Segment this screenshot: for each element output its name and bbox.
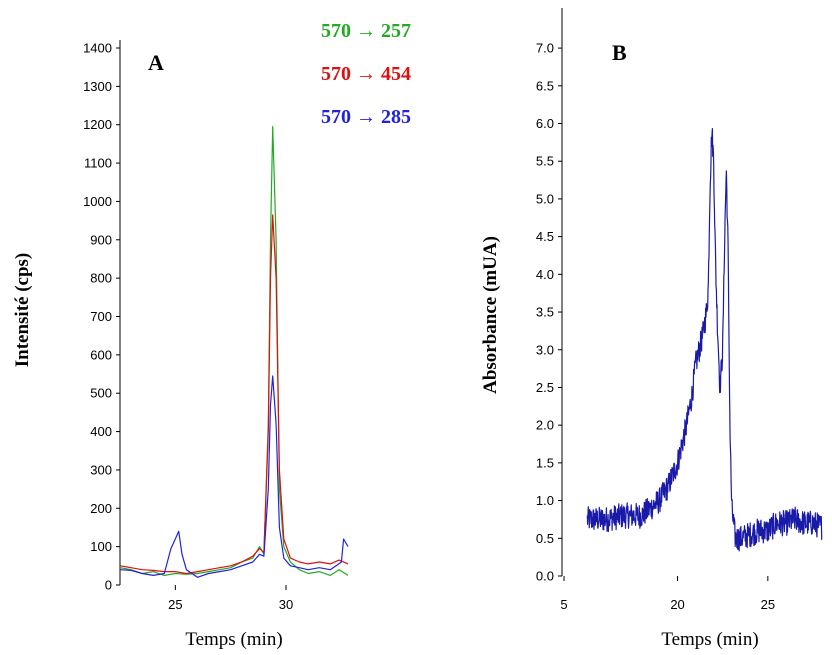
chart-b-x-ticks: 5 20 25 <box>560 576 775 612</box>
chart-a-y-tick-label: 600 <box>90 347 112 362</box>
chart-a-y-ticks: 0 100 200 300 400 500 600 700 800 900 1000 1100 1200… <box>83 41 120 593</box>
chart-b-y-tick-label: 5.0 <box>536 191 554 206</box>
chart-a-x-axis-label: Temps (min) <box>185 629 282 650</box>
chart-a-x-tick-label: 30 <box>279 597 293 612</box>
chart-a-legend-entry: 570 → 257 <box>321 20 411 42</box>
chart-b-panel-letter: B <box>612 40 627 65</box>
chart-b-y-tick-label: 4.0 <box>536 267 554 282</box>
chart-a-y-tick-label: 400 <box>90 424 112 439</box>
chart-a-legend: 570 → 257 570 → 454 570 → 285 <box>321 20 411 128</box>
chart-a-y-tick-label: 1000 <box>83 194 112 209</box>
chart-a-y-tick-label: 1400 <box>83 41 112 56</box>
chart-a-x-tick-label: 25 <box>168 597 182 612</box>
chart-a-y-tick-label: 700 <box>90 309 112 324</box>
chart-a-series-line-1 <box>119 126 349 576</box>
chart-b-x-tick-label: 25 <box>761 597 775 612</box>
chart-panel-a: 0 100 200 300 400 500 600 700 800 900 1000 1100 1200… <box>12 20 411 650</box>
chart-panel-b: 0.0 0.5 1.0 1.5 2.0 2.5 3.0 3.5 4.0 4.5 5.0 5.5 6.0 6… <box>480 8 823 650</box>
chart-a-y-axis-label: Intensité (cps) <box>12 253 33 368</box>
chart-b-y-tick-label: 3.0 <box>536 342 554 357</box>
chart-b-x-tick-label: 20 <box>670 597 684 612</box>
chart-b-y-tick-label: 7.0 <box>536 41 554 56</box>
chart-a-x-ticks: 25 30 <box>168 585 293 612</box>
chart-b-y-tick-label: 1.5 <box>536 455 554 470</box>
chart-a-legend-entry: 570 → 285 <box>321 106 411 128</box>
chart-b-y-tick-label: 2.0 <box>536 418 554 433</box>
chart-b-y-tick-label: 6.0 <box>536 116 554 131</box>
chart-b-y-ticks: 0.0 0.5 1.0 1.5 2.0 2.5 3.0 3.5 4.0 4.5 5.0 5.5 6.0 6… <box>536 41 562 584</box>
chart-a-y-tick-label: 300 <box>90 462 112 477</box>
chart-a-y-tick-label: 800 <box>90 271 112 286</box>
chart-a-y-tick-label: 1200 <box>83 117 112 132</box>
chart-b-series-line-1 <box>586 128 823 552</box>
chart-a-y-tick-label: 0 <box>105 578 112 593</box>
chart-b-y-tick-label: 0.5 <box>536 531 554 546</box>
chart-a-y-tick-label: 1300 <box>83 79 112 94</box>
chart-a-y-tick-label: 200 <box>90 501 112 516</box>
chart-a-panel-letter: A <box>148 50 164 75</box>
chart-a-y-tick-label: 1100 <box>84 156 112 171</box>
chart-a-y-tick-label: 900 <box>90 232 112 247</box>
chart-b-y-tick-label: 5.5 <box>536 154 554 169</box>
chart-b-series <box>586 128 823 552</box>
chart-a-series <box>119 126 349 578</box>
chart-b-y-tick-label: 4.5 <box>536 229 554 244</box>
chart-b-y-axis-label: Absorbance (mUA) <box>480 236 501 394</box>
chart-b-x-tick-label: 5 <box>560 597 567 612</box>
chart-b-y-tick-label: 0.0 <box>536 569 554 584</box>
chart-a-y-tick-label: 500 <box>90 386 112 401</box>
chart-a-series-line-2 <box>119 214 349 575</box>
chart-b-y-tick-label: 6.5 <box>536 78 554 93</box>
chart-b-y-tick-label: 2.5 <box>536 380 554 395</box>
chart-a-y-tick-label: 100 <box>90 539 112 554</box>
chart-b-y-tick-label: 3.5 <box>536 305 554 320</box>
chart-b-x-axis-label: Temps (min) <box>661 629 758 650</box>
chart-a-legend-entry: 570 → 454 <box>321 63 411 85</box>
chart-a-series-line-3 <box>119 375 349 578</box>
chart-b-y-tick-label: 1.0 <box>536 493 554 508</box>
